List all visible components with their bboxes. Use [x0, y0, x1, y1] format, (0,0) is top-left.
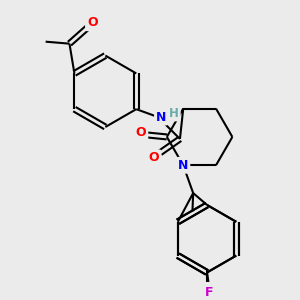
Text: O: O — [136, 127, 146, 140]
Text: O: O — [87, 16, 98, 29]
Text: H: H — [169, 106, 179, 120]
Text: O: O — [149, 151, 160, 164]
Text: F: F — [203, 284, 211, 297]
Text: F: F — [205, 286, 213, 299]
Text: N: N — [178, 159, 188, 172]
Text: N: N — [156, 111, 166, 124]
